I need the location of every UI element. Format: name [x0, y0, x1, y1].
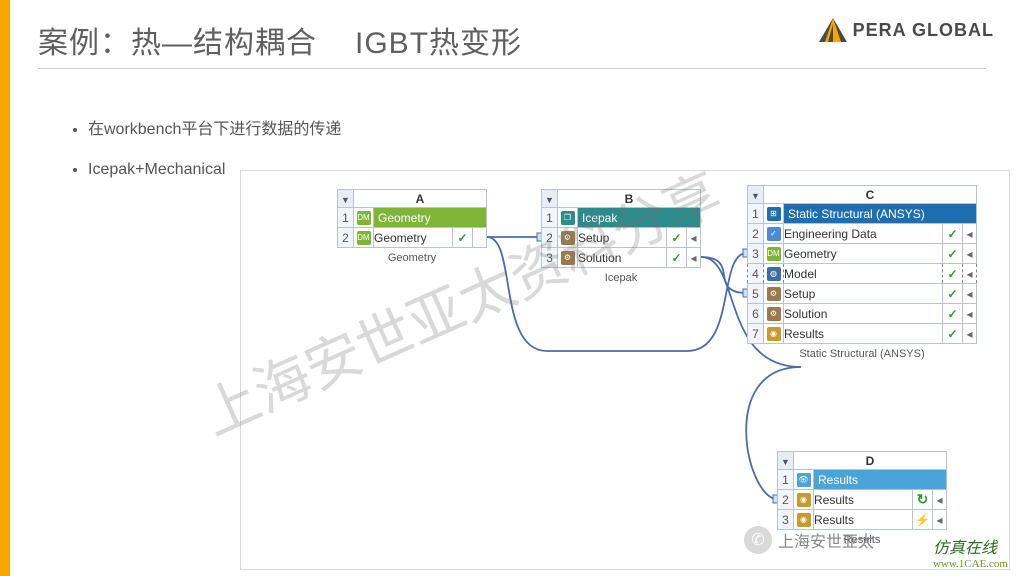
dropdown-icon[interactable]: ▼ — [545, 195, 554, 205]
footer-wechat-badge: ✆ 上海安世亚太 — [744, 526, 874, 554]
system-B[interactable]: ▼B1❒Icepak2⚙Setup✓◂3⚙Solution✓◂Icepak — [541, 189, 701, 284]
title-prefix: 案例：热—结构耦合 — [38, 27, 317, 60]
wechat-icon: ✆ — [744, 526, 772, 554]
bullet-1: 在workbench平台下进行数据的传递 — [88, 115, 341, 139]
system-A[interactable]: ▼A1DMGeometry2DMGeometry✓Geometry — [337, 189, 487, 264]
footer-link: 仿真在线 www.1CAE.com — [933, 534, 1008, 570]
logo-icon — [819, 18, 847, 42]
logo: PERA GLOBAL — [819, 18, 994, 42]
system-C[interactable]: ▼C1⊞Static Structural (ANSYS)2✓Engineeri… — [747, 185, 977, 360]
footer-badge-text: 上海安世亚太 — [778, 528, 874, 552]
dropdown-icon[interactable]: ▼ — [781, 457, 790, 467]
title-suffix — [326, 27, 355, 60]
slide-title: 案例：热—结构耦合 IGBT热变形 — [38, 18, 522, 62]
title-divider — [38, 68, 986, 69]
dropdown-icon[interactable]: ▼ — [751, 191, 760, 201]
accent-bar — [0, 0, 10, 576]
workbench-canvas: ▼A1DMGeometry2DMGeometry✓Geometry ▼B1❒Ice… — [240, 170, 1010, 570]
footer-link-top: 仿真在线 — [933, 540, 997, 557]
logo-text: PERA GLOBAL — [853, 20, 994, 41]
slide: 案例：热—结构耦合 IGBT热变形 PERA GLOBAL 在workbench… — [0, 0, 1024, 576]
title-suffix-text: IGBT热变形 — [355, 27, 522, 60]
footer-link-url: www.1CAE.com — [933, 558, 1008, 570]
dropdown-icon[interactable]: ▼ — [341, 195, 350, 205]
